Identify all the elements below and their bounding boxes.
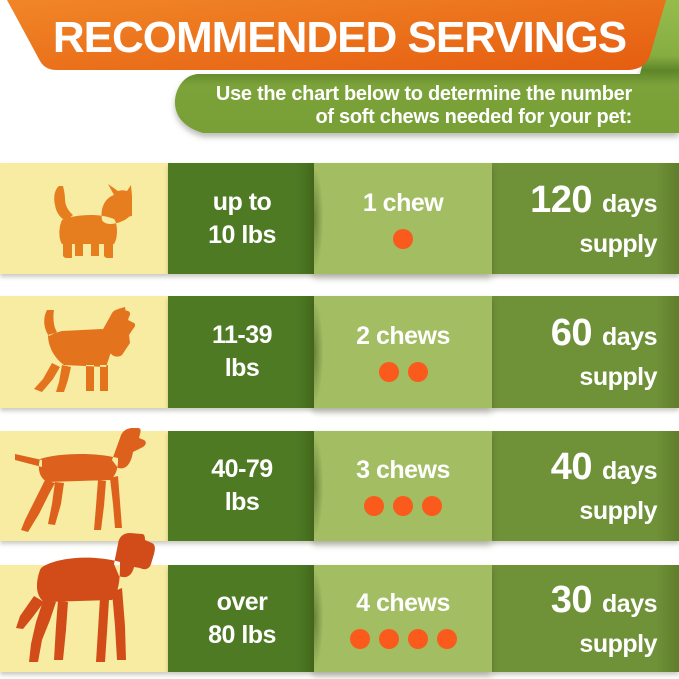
chew-dot: [393, 228, 413, 249]
chew-dots: [314, 628, 492, 649]
chew-dots: [314, 228, 492, 249]
chew-dot: [436, 628, 457, 649]
table-row: 11-39 lbs 2 chews 60 days supply: [0, 296, 679, 408]
days-number: 30: [550, 578, 593, 621]
chew-dot: [422, 496, 442, 516]
chew-dots: [314, 496, 492, 516]
orange-banner: [7, 0, 666, 70]
dog-size-cell: [0, 533, 168, 672]
weight-cell: over 80 lbs: [168, 565, 316, 672]
chew-dot: [407, 628, 428, 649]
days-supply: 30 days supply: [492, 581, 679, 657]
days-number: 60: [550, 312, 593, 354]
weight-cell: up to 10 lbs: [168, 163, 316, 274]
medium-dog-icon: [34, 307, 136, 392]
days-supply: 40 days supply: [492, 448, 679, 524]
supply-word: supply: [579, 629, 657, 658]
weight-line1: 40-79: [211, 455, 273, 483]
chew-dot: [378, 362, 399, 382]
supply-cell: 60 days supply: [492, 296, 679, 408]
dog-size-cell: [0, 428, 168, 541]
weight-label: 40-79 lbs: [168, 453, 316, 519]
chew-dots: [314, 362, 492, 382]
header-ribbons: [7, 0, 679, 133]
supply-word: supply: [579, 497, 657, 525]
weight-cell: 11-39 lbs: [168, 296, 316, 408]
supply-cell: 120 days supply: [492, 163, 679, 274]
weight-line2: 80 lbs: [208, 620, 276, 649]
days-line1: 60 days: [492, 312, 658, 360]
days-supply: 60 days supply: [492, 314, 679, 390]
days-number: 40: [550, 446, 593, 488]
supply-word: supply: [579, 229, 657, 258]
chews-label: 4 chews: [356, 588, 450, 617]
subtitle-line1: Use the chart below to determine the num…: [215, 83, 632, 105]
days-unit: days: [602, 323, 657, 351]
days-line1: 30 days: [492, 578, 658, 627]
weight-cell: 40-79 lbs: [168, 431, 316, 541]
supply-cell: 30 days supply: [492, 565, 679, 672]
table-row: up to 10 lbs 1 chew 120 days supply: [0, 163, 679, 274]
page-title: RECOMMENDED SERVINGS: [52, 13, 627, 62]
table-row: 40-79 lbs 3 chews 40 days supply: [0, 428, 679, 541]
days-unit: days: [602, 189, 657, 218]
weight-line1: up to: [212, 187, 272, 216]
days-unit: days: [602, 589, 657, 618]
dog-size-cell: [0, 296, 168, 408]
supply-word: supply: [579, 363, 657, 391]
green-ribbon: [174, 0, 679, 133]
days-supply: 120 days supply: [492, 181, 679, 257]
small-dog-icon: [54, 184, 132, 258]
days-number: 120: [530, 178, 593, 221]
weight-label: up to 10 lbs: [168, 186, 316, 252]
subtitle: Use the chart below to determine the num…: [216, 83, 632, 129]
weight-label: 11-39 lbs: [168, 319, 316, 385]
weight-label: over 80 lbs: [168, 586, 316, 652]
chews-label: 1 chew: [362, 188, 444, 217]
days-unit: days: [602, 457, 657, 485]
chews-cell: 1 chew: [314, 163, 492, 274]
weight-line1: over: [216, 587, 268, 616]
chews-label: 2 chews: [356, 322, 450, 350]
chew-dot: [378, 628, 399, 649]
table-row: over 80 lbs 4 chews 30 days supply: [0, 533, 679, 672]
dog-size-cell: [0, 163, 168, 274]
supply-cell: 40 days supply: [492, 431, 679, 541]
xlarge-dog-icon: [16, 533, 155, 662]
weight-line1: 11-39: [211, 321, 273, 349]
days-line1: 40 days: [492, 446, 658, 494]
chew-dot: [393, 496, 413, 516]
days-line1: 120 days: [492, 181, 657, 227]
weight-line2: 10 lbs: [208, 220, 276, 249]
chews-cell: 4 chews: [314, 565, 492, 672]
chew-dot: [364, 496, 384, 516]
weight-line2: lbs: [224, 354, 260, 382]
chews-cell: 2 chews: [314, 296, 492, 408]
weight-line2: lbs: [224, 488, 260, 516]
chew-dot: [349, 628, 370, 649]
chew-dot: [407, 362, 428, 382]
large-dog-icon: [15, 428, 146, 532]
subtitle-line2: of soft chews needed for your pet:: [315, 106, 633, 128]
chews-cell: 3 chews: [314, 431, 492, 541]
chews-label: 3 chews: [356, 456, 450, 484]
